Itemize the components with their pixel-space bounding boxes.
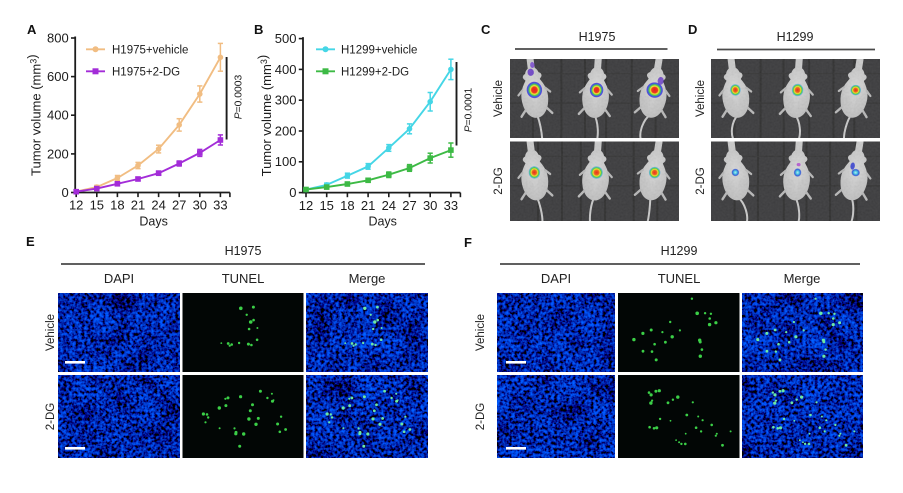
svg-text:A: A: [27, 22, 37, 37]
svg-text:12: 12: [69, 198, 83, 213]
svg-text:33: 33: [444, 198, 458, 213]
svg-text:P=0.0003: P=0.0003: [234, 75, 245, 120]
svg-text:Vehicle: Vehicle: [493, 80, 505, 117]
svg-text:600: 600: [47, 69, 69, 84]
svg-text:33: 33: [213, 198, 227, 213]
svg-text:B: B: [254, 22, 263, 37]
svg-text:2-DG: 2-DG: [493, 167, 505, 195]
svg-text:H1975+vehicle: H1975+vehicle: [112, 44, 188, 56]
svg-text:H1975+2-DG: H1975+2-DG: [112, 66, 180, 78]
svg-text:Tumor volume (mm3): Tumor volume (mm3): [25, 54, 44, 176]
svg-text:27: 27: [402, 198, 416, 213]
svg-text:200: 200: [275, 123, 297, 138]
svg-text:TUNEL: TUNEL: [222, 271, 265, 286]
svg-text:18: 18: [340, 198, 354, 213]
svg-text:0: 0: [289, 185, 296, 200]
svg-text:500: 500: [275, 31, 297, 46]
svg-text:18: 18: [110, 198, 124, 213]
svg-text:24: 24: [151, 198, 165, 213]
svg-text:300: 300: [275, 93, 297, 108]
svg-text:H1299: H1299: [777, 30, 814, 44]
svg-text:H1975: H1975: [225, 244, 262, 258]
svg-text:2-DG: 2-DG: [475, 403, 487, 431]
svg-text:200: 200: [47, 146, 69, 161]
svg-text:15: 15: [319, 198, 333, 213]
svg-text:Days: Days: [368, 215, 396, 229]
svg-text:2-DG: 2-DG: [45, 403, 57, 431]
svg-text:21: 21: [131, 198, 145, 213]
svg-text:Days: Days: [139, 215, 167, 229]
svg-text:100: 100: [275, 154, 297, 169]
svg-text:400: 400: [47, 108, 69, 123]
svg-text:Tumor volume (mm3): Tumor volume (mm3): [255, 55, 274, 177]
svg-text:P=0.0001: P=0.0001: [464, 88, 475, 133]
svg-text:C: C: [481, 22, 491, 37]
svg-text:2-DG: 2-DG: [695, 167, 707, 195]
svg-text:800: 800: [47, 30, 69, 45]
svg-text:0: 0: [61, 185, 68, 200]
svg-text:24: 24: [382, 198, 396, 213]
svg-text:27: 27: [172, 198, 186, 213]
svg-text:Vehicle: Vehicle: [45, 314, 57, 351]
svg-text:Vehicle: Vehicle: [475, 314, 487, 351]
svg-text:30: 30: [423, 198, 437, 213]
svg-text:21: 21: [361, 198, 375, 213]
svg-text:Merge: Merge: [349, 271, 386, 286]
svg-text:H1299+vehicle: H1299+vehicle: [341, 44, 417, 56]
svg-text:15: 15: [90, 198, 104, 213]
svg-text:D: D: [688, 22, 697, 37]
svg-text:12: 12: [299, 198, 313, 213]
svg-text:Vehicle: Vehicle: [695, 80, 707, 117]
svg-text:DAPI: DAPI: [104, 271, 134, 286]
svg-text:E: E: [26, 234, 35, 249]
svg-text:F: F: [464, 235, 472, 250]
svg-text:Merge: Merge: [784, 271, 821, 286]
svg-text:DAPI: DAPI: [541, 271, 571, 286]
svg-text:H1975: H1975: [579, 30, 616, 44]
svg-text:H1299: H1299: [661, 244, 698, 258]
svg-text:400: 400: [275, 62, 297, 77]
svg-text:H1299+2-DG: H1299+2-DG: [341, 66, 409, 78]
svg-text:30: 30: [193, 198, 207, 213]
svg-text:TUNEL: TUNEL: [658, 271, 701, 286]
